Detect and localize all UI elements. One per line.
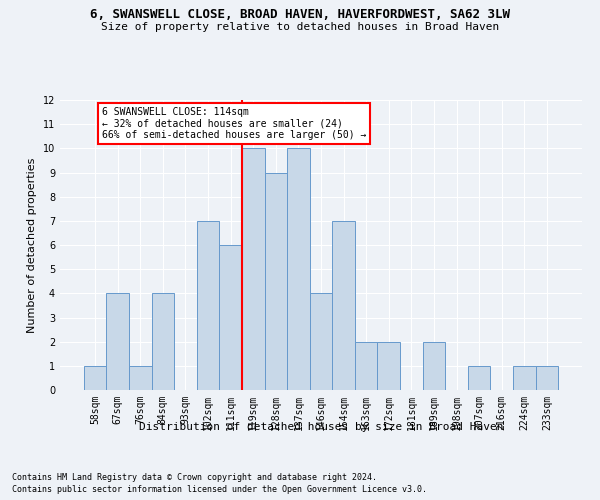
Y-axis label: Number of detached properties: Number of detached properties (27, 158, 37, 332)
Bar (84, 366, 106, 390)
Text: 6 SWANSWELL CLOSE: 114sqm
← 32% of detached houses are smaller (24)
66% of semi-: 6 SWANSWELL CLOSE: 114sqm ← 32% of detac… (102, 108, 366, 140)
Bar (152, 294, 174, 390)
Bar (310, 294, 332, 390)
Bar (513, 366, 536, 390)
Bar (287, 148, 310, 390)
Text: Distribution of detached houses by size in Broad Haven: Distribution of detached houses by size … (139, 422, 503, 432)
Bar (197, 221, 220, 390)
Bar (220, 245, 242, 390)
Bar (377, 342, 400, 390)
Text: Contains public sector information licensed under the Open Government Licence v3: Contains public sector information licen… (12, 485, 427, 494)
Bar (265, 172, 287, 390)
Text: Size of property relative to detached houses in Broad Haven: Size of property relative to detached ho… (101, 22, 499, 32)
Bar (355, 342, 377, 390)
Bar (536, 366, 558, 390)
Text: 6, SWANSWELL CLOSE, BROAD HAVEN, HAVERFORDWEST, SA62 3LW: 6, SWANSWELL CLOSE, BROAD HAVEN, HAVERFO… (90, 8, 510, 20)
Bar (242, 148, 265, 390)
Bar (106, 294, 129, 390)
Text: Contains HM Land Registry data © Crown copyright and database right 2024.: Contains HM Land Registry data © Crown c… (12, 472, 377, 482)
Bar (332, 221, 355, 390)
Bar (422, 342, 445, 390)
Bar (468, 366, 490, 390)
Bar (129, 366, 152, 390)
